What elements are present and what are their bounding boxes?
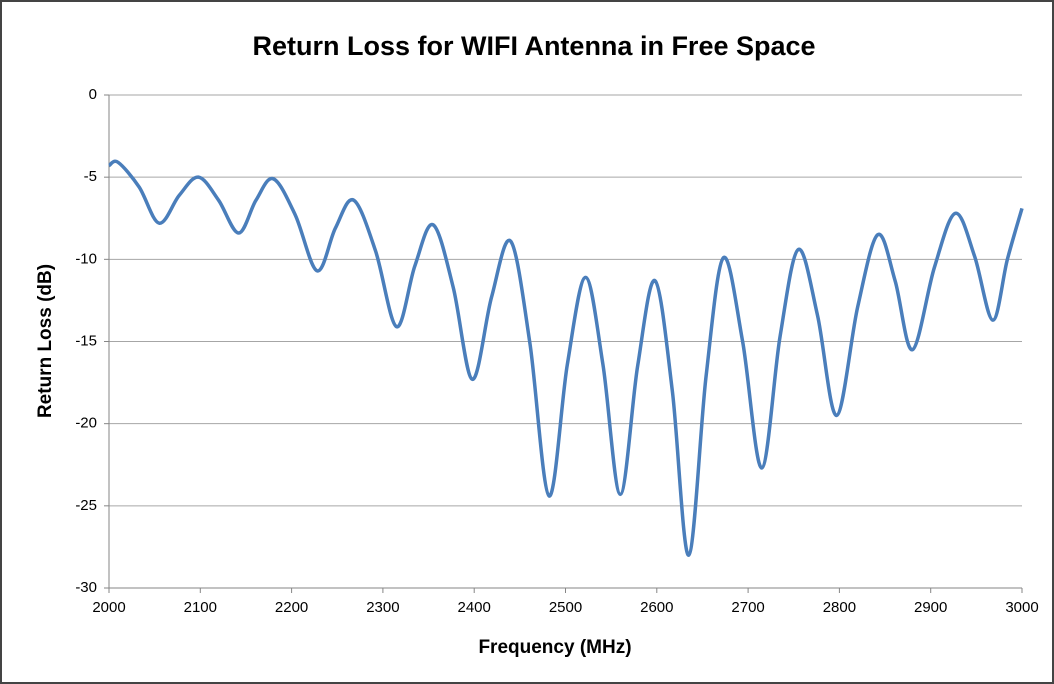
x-tick-label: 2100: [184, 599, 217, 616]
y-tick-label: -10: [75, 250, 97, 267]
y-tick-label: 0: [89, 86, 97, 103]
x-tick-label: 3000: [1005, 599, 1038, 616]
x-tick-label: 2900: [914, 599, 947, 616]
y-tick-label: -30: [75, 579, 97, 596]
x-tick-label: 2200: [275, 599, 308, 616]
x-tick-label: 2500: [549, 599, 582, 616]
y-tick-label: -5: [84, 168, 97, 185]
y-tick-label: -15: [75, 332, 97, 349]
x-tick-label: 2800: [823, 599, 856, 616]
x-tick-label: 2400: [458, 599, 491, 616]
y-tick-label: -25: [75, 497, 97, 514]
chart-title: Return Loss for WIFI Antenna in Free Spa…: [252, 31, 815, 61]
x-tick-label: 2000: [92, 599, 125, 616]
x-tick-label: 2600: [640, 599, 673, 616]
x-tick-label: 2300: [366, 599, 399, 616]
y-tick-label: -20: [75, 415, 97, 432]
y-axis-title: Return Loss (dB): [35, 264, 56, 418]
x-tick-label: 2700: [731, 599, 764, 616]
data-line: [107, 159, 1024, 557]
x-axis-title: Frequency (MHz): [478, 637, 631, 658]
